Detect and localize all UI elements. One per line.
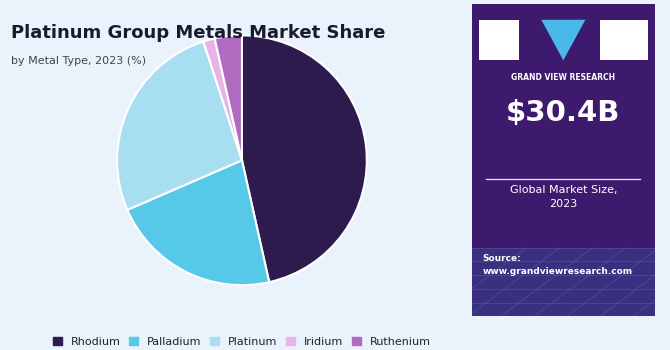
FancyBboxPatch shape — [472, 4, 655, 316]
Wedge shape — [242, 35, 366, 282]
Text: Source:
www.grandviewresearch.com: Source: www.grandviewresearch.com — [482, 254, 632, 276]
Wedge shape — [204, 38, 242, 160]
Text: $30.4B: $30.4B — [506, 99, 620, 127]
FancyBboxPatch shape — [479, 20, 519, 60]
FancyBboxPatch shape — [600, 20, 648, 60]
Polygon shape — [541, 20, 586, 60]
Text: Global Market Size,
2023: Global Market Size, 2023 — [510, 185, 617, 209]
Text: by Metal Type, 2023 (%): by Metal Type, 2023 (%) — [11, 56, 147, 66]
Wedge shape — [117, 42, 242, 210]
Wedge shape — [214, 35, 242, 160]
Text: Platinum Group Metals Market Share: Platinum Group Metals Market Share — [11, 25, 386, 42]
Text: GRAND VIEW RESEARCH: GRAND VIEW RESEARCH — [511, 73, 616, 82]
FancyBboxPatch shape — [472, 248, 655, 316]
Legend: Rhodium, Palladium, Platinum, Iridium, Ruthenium: Rhodium, Palladium, Platinum, Iridium, R… — [48, 332, 436, 350]
Wedge shape — [127, 160, 269, 285]
